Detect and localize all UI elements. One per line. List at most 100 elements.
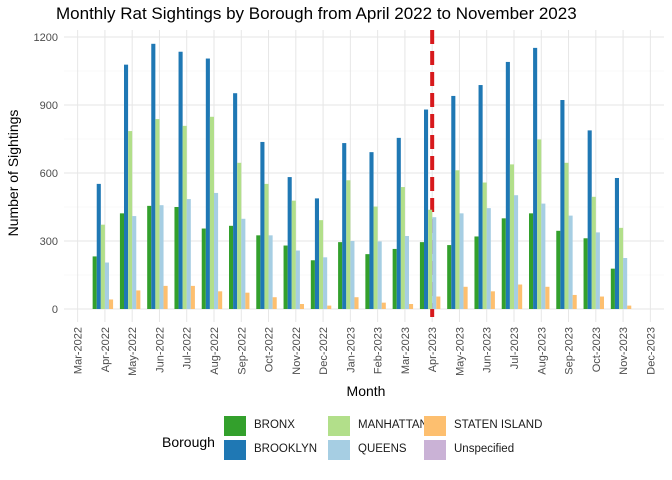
bar-brooklyn xyxy=(124,64,129,309)
bar-staten-island xyxy=(545,286,550,309)
legend-swatch xyxy=(328,416,350,436)
bar-bronx xyxy=(556,230,561,309)
bar-brooklyn xyxy=(178,51,183,309)
y-tick-label: 300 xyxy=(40,236,58,248)
bar-staten-island xyxy=(109,299,114,309)
bar-bronx xyxy=(256,235,261,309)
bar-queens xyxy=(432,217,437,309)
bar-brooklyn xyxy=(396,137,401,309)
bar-staten-island xyxy=(599,296,604,309)
bar-queens xyxy=(186,199,191,309)
legend-label: BROOKLYN xyxy=(254,443,318,455)
x-tick-label: Sep-2023 xyxy=(564,327,576,375)
bar-bronx xyxy=(174,207,179,309)
x-tick-label: Aug-2022 xyxy=(209,327,221,375)
legend-label: Unspecified xyxy=(454,443,515,455)
bar-staten-island xyxy=(627,305,632,309)
bar-manhattan xyxy=(400,187,405,309)
bar-bronx xyxy=(338,242,343,309)
bar-staten-island xyxy=(463,286,468,309)
bar-chart: 0 300 600 900 1200 Mar-2022 Apr-2022 May-2022 J… xyxy=(5,30,664,399)
bar-manhattan xyxy=(619,227,624,309)
bar-queens xyxy=(104,262,109,309)
x-tick-label: Oct-2022 xyxy=(264,327,276,372)
bar-brooklyn xyxy=(587,130,592,309)
x-tick-label: Sep-2022 xyxy=(236,327,248,375)
bar-manhattan xyxy=(182,125,187,309)
x-tick-label: Aug-2023 xyxy=(536,327,548,375)
bar-staten-island xyxy=(218,291,223,309)
bar-staten-island xyxy=(572,294,577,309)
x-tick-label: Dec-2022 xyxy=(318,327,330,375)
bar-manhattan xyxy=(209,116,214,309)
bar-brooklyn xyxy=(369,152,374,309)
bar-manhattan xyxy=(155,119,160,309)
bar-bronx xyxy=(147,205,152,309)
bar-queens xyxy=(459,213,464,309)
bar-bronx xyxy=(419,242,424,309)
bar-bronx xyxy=(583,238,588,309)
bar-brooklyn xyxy=(451,95,456,309)
bar-bronx xyxy=(119,213,124,309)
bar-manhattan xyxy=(237,162,242,309)
bar-bronx xyxy=(310,260,315,309)
legend-label: QUEENS xyxy=(358,443,407,455)
bar-manhattan xyxy=(537,139,542,309)
bar-staten-island xyxy=(190,285,195,309)
x-tick-label: May-2022 xyxy=(127,327,139,376)
legend-swatch xyxy=(224,440,246,460)
bar-staten-island xyxy=(299,304,304,309)
bar-brooklyn xyxy=(424,109,429,310)
legend-swatch xyxy=(328,440,350,460)
bar-brooklyn xyxy=(151,43,156,310)
bar-queens xyxy=(159,205,164,309)
bar-staten-island xyxy=(245,292,250,309)
y-axis-title: Number of Sightings xyxy=(5,110,21,237)
bar-queens xyxy=(541,203,546,309)
bar-manhattan xyxy=(264,183,269,309)
bar-brooklyn xyxy=(478,85,483,309)
bar-brooklyn xyxy=(287,177,292,309)
x-tick-label: Nov-2023 xyxy=(618,327,630,375)
y-tick-label: 0 xyxy=(52,304,58,316)
x-tick-label: Jun-2023 xyxy=(482,327,494,373)
x-axis: Mar-2022 Apr-2022 May-2022 Jun-2022 Jul-2022… xyxy=(73,327,658,376)
y-tick-label: 1200 xyxy=(34,32,58,44)
bar-manhattan xyxy=(482,182,487,309)
x-tick-label: Feb-2023 xyxy=(373,327,385,374)
bar-queens xyxy=(623,258,628,309)
bar-bronx xyxy=(501,218,506,309)
bar-manhattan xyxy=(128,131,133,309)
x-tick-label: Apr-2022 xyxy=(100,327,112,372)
bar-staten-island xyxy=(490,291,495,309)
bar-brooklyn xyxy=(314,198,319,309)
bar-bronx xyxy=(283,245,288,309)
x-tick-label: Jul-2023 xyxy=(509,327,521,369)
legend-title: Borough xyxy=(162,434,215,450)
bars xyxy=(92,43,632,310)
chart-title: Monthly Rat Sightings by Borough from Ap… xyxy=(56,4,577,23)
x-tick-label: Dec-2023 xyxy=(645,327,657,375)
bar-brooklyn xyxy=(533,47,538,309)
legend-swatch xyxy=(424,440,446,460)
bar-queens xyxy=(377,241,382,309)
x-tick-label: Jan-2023 xyxy=(345,327,357,373)
bar-bronx xyxy=(529,213,534,309)
legend-label: STATEN ISLAND xyxy=(454,419,543,431)
bar-brooklyn xyxy=(205,58,210,310)
legend-label: BRONX xyxy=(254,419,295,431)
bar-bronx xyxy=(610,268,615,309)
bar-staten-island xyxy=(409,304,414,309)
bar-staten-island xyxy=(136,290,141,309)
bar-queens xyxy=(295,250,300,309)
bar-brooklyn xyxy=(233,93,238,309)
x-tick-label: Jul-2022 xyxy=(182,327,194,369)
bar-manhattan xyxy=(455,170,460,309)
x-tick-label: Mar-2023 xyxy=(400,327,412,374)
bar-brooklyn xyxy=(96,183,101,309)
legend-swatch xyxy=(224,416,246,436)
bar-manhattan xyxy=(428,209,433,309)
bar-staten-island xyxy=(518,284,523,309)
legend-swatch xyxy=(424,416,446,436)
bar-staten-island xyxy=(381,302,386,309)
